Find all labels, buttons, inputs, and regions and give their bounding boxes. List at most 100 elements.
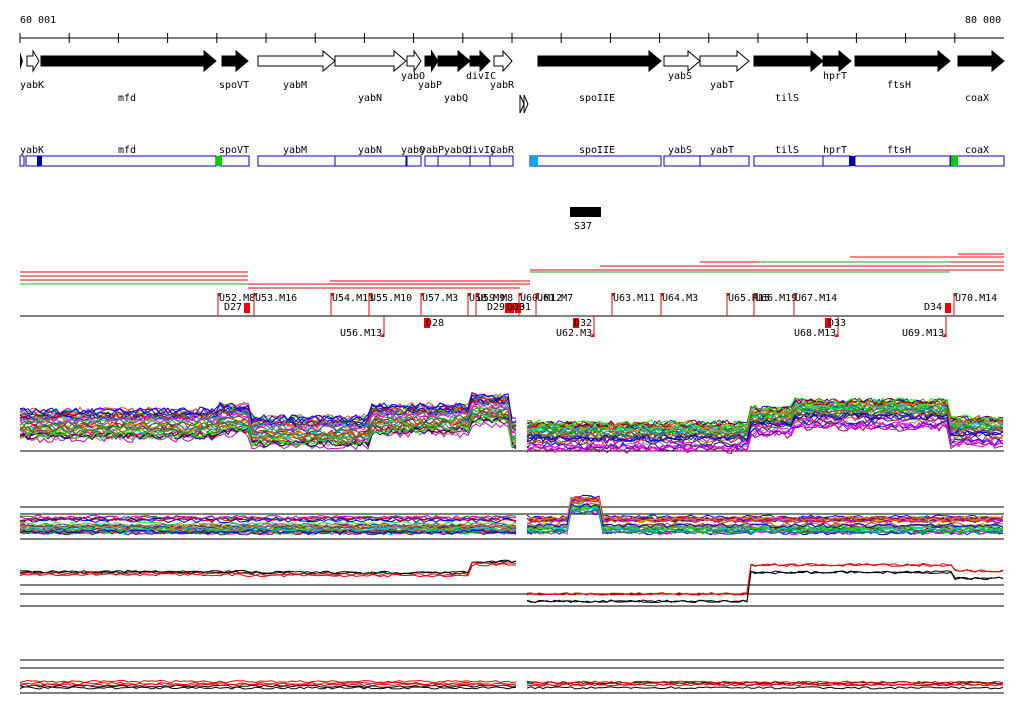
promoter-marker[interactable] [519, 293, 523, 297]
gene-box-mfd[interactable] [25, 155, 217, 167]
promoter-marker[interactable] [536, 293, 540, 297]
gene-arrow-yabQ[interactable] [437, 49, 471, 73]
gene-box-yabN[interactable] [334, 155, 407, 167]
promoter-marker[interactable] [754, 293, 758, 297]
gene-box-yabM[interactable] [257, 155, 336, 167]
gene-box-yabT[interactable] [699, 155, 750, 167]
promoter-label: U63.M11 [613, 293, 655, 304]
promoter-marker[interactable] [661, 293, 665, 297]
expression-profile-line [19, 530, 517, 536]
gene-label-spoVT: spoVT [219, 80, 249, 91]
feature-s-block[interactable] [570, 207, 601, 217]
expression-profile-line [19, 398, 517, 431]
promoter-marker[interactable] [476, 293, 480, 297]
promoter-marker[interactable] [218, 293, 222, 297]
terminator-marker[interactable] [244, 303, 250, 313]
gene-box-label-yabO: yabO [401, 145, 425, 156]
promoter-marker[interactable] [254, 293, 258, 297]
terminator-marker[interactable] [424, 318, 430, 328]
promoter-marker-reverse[interactable] [380, 333, 384, 337]
gene-box-spoIIE[interactable] [529, 155, 662, 167]
expression-profile-line [526, 413, 1004, 445]
gene-arrow-yabS[interactable] [663, 49, 701, 73]
gene-arrow-yabR[interactable] [493, 49, 513, 73]
expression-profile-line [527, 400, 1004, 432]
expression-profile-line [526, 570, 1004, 604]
gene-box-accent [530, 156, 538, 166]
expression-profile-line [526, 683, 1004, 687]
gene-label-spoIIE: spoIIE [579, 93, 615, 104]
gene-label-yabK: yabK [20, 80, 44, 91]
promoter-marker[interactable] [727, 293, 731, 297]
gene-arrow-spoIIE[interactable] [537, 49, 662, 73]
gene-box-divIC[interactable] [469, 155, 491, 167]
gene-arrow-coaX[interactable] [957, 49, 1005, 73]
terminator-marker[interactable] [508, 303, 514, 313]
gene-box-yabS[interactable] [663, 155, 701, 167]
gene-box-yabK[interactable] [19, 155, 25, 167]
promoter-marker-reverse[interactable] [834, 333, 838, 337]
promoter-marker[interactable] [468, 293, 472, 297]
promoter-marker-reverse[interactable] [590, 333, 594, 337]
expression-profile-line [526, 497, 1004, 523]
expression-profile-line [526, 397, 1004, 428]
gene-box-coaX[interactable] [950, 155, 1005, 167]
gene-arrow-yabK[interactable] [26, 49, 40, 73]
gene-fragment-mid [519, 94, 525, 114]
gene-label-yabR: yabR [490, 80, 515, 91]
gene-box-yabO[interactable] [406, 155, 422, 167]
promoter-marker[interactable] [954, 293, 958, 297]
terminator-marker[interactable] [515, 303, 521, 313]
gene-arrow-hprT[interactable] [822, 49, 852, 73]
promoter-label-reverse: U56.M13 [340, 328, 382, 339]
gene-arrow-yabT[interactable] [699, 49, 750, 73]
promoter-label: U70.M14 [955, 293, 997, 304]
gene-arrow-spoVT[interactable] [221, 49, 249, 73]
gene-arrow-mfd[interactable] [40, 49, 217, 73]
expression-profile-line [526, 498, 1004, 524]
gene-box-yabR[interactable] [489, 155, 514, 167]
ruler-end-label: 80 000 [965, 15, 1001, 26]
promoter-marker-reverse[interactable] [942, 333, 946, 337]
gene-label-yabM: yabM [283, 80, 307, 91]
gene-arrow-yabO[interactable] [406, 49, 422, 73]
promoter-label-reverse: U68.M13 [794, 328, 836, 339]
gene-arrow-divIC[interactable] [469, 49, 491, 73]
gene-box-spoVT[interactable] [219, 155, 250, 167]
coordinate-ruler: 60 001 80 000 [19, 15, 1004, 43]
gene-box-tilS[interactable] [753, 155, 824, 167]
gene-arrow-ftsH[interactable] [854, 49, 951, 73]
expression-profile-line [19, 529, 517, 535]
gene-box-label-mfd: mfd [118, 145, 136, 156]
terminator-marker[interactable] [573, 318, 579, 328]
expression-profile-line [19, 391, 517, 422]
expression-profile-line [20, 518, 517, 524]
terminator-marker[interactable] [825, 318, 831, 328]
expression-profiles-panel [19, 391, 1004, 455]
promoter-marker[interactable] [794, 293, 798, 297]
expression-profile-line [526, 508, 1004, 534]
expression-profile-line [526, 570, 1004, 603]
promoter-marker[interactable] [369, 293, 373, 297]
gene-box-yabP[interactable] [424, 155, 439, 167]
gene-label-yabP: yabP [418, 80, 442, 91]
promoter-marker[interactable] [612, 293, 616, 297]
gene-box-hprT[interactable] [822, 155, 852, 167]
expression-profile-line [526, 503, 1004, 529]
promoter-marker[interactable] [331, 293, 335, 297]
expression-profile-line [19, 393, 517, 425]
expression-profile-line [526, 408, 1004, 440]
gene-arrow-tilS[interactable] [753, 49, 824, 73]
promoter-marker[interactable] [421, 293, 425, 297]
gene-arrow-yabP[interactable] [424, 49, 439, 73]
gene-arrow-yabN[interactable] [334, 49, 407, 73]
expression-profile-line [526, 407, 1004, 439]
gene-box-label-yabM: yabM [283, 145, 307, 156]
gene-box-yabQ[interactable] [437, 155, 471, 167]
gene-box-label-yabK: yabK [20, 145, 44, 156]
gene-arrow-yabM[interactable] [257, 49, 336, 73]
terminator-label: D32 [574, 318, 592, 329]
terminator-marker[interactable] [945, 303, 951, 313]
gene-label-yabT: yabT [710, 80, 734, 91]
gene-box-ftsH[interactable] [854, 155, 951, 167]
